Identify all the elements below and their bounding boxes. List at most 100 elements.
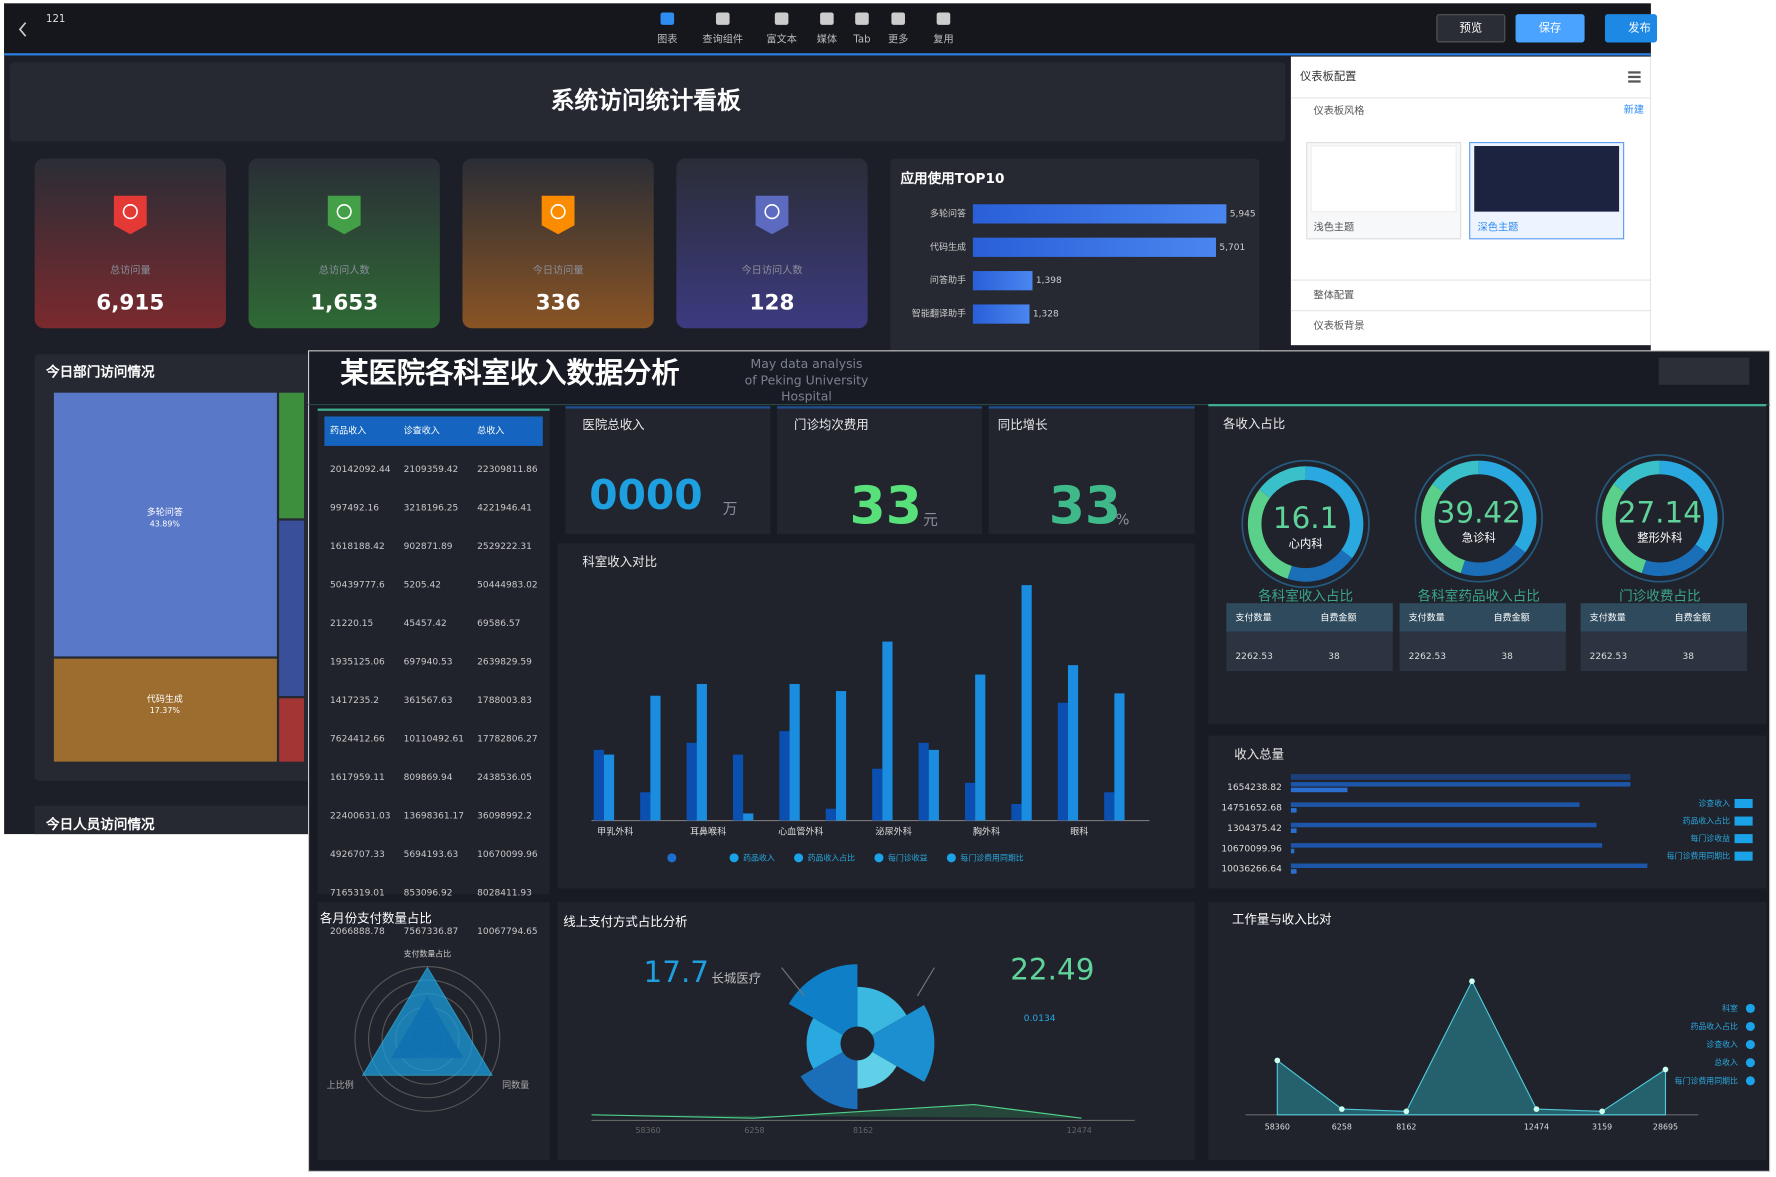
rose-petal xyxy=(857,986,907,1044)
donut-segment xyxy=(1421,460,1537,577)
table-cell: 5205.42 xyxy=(404,581,441,591)
radar-label: 支付数量占比 xyxy=(404,949,452,959)
kpi-value: 1,653 xyxy=(310,290,378,315)
table-header: 支付数量 xyxy=(1409,611,1445,623)
legend-label: 诊查收入 xyxy=(1698,798,1730,808)
menu-icon xyxy=(1628,75,1641,79)
category-label: 智能翻译助手 xyxy=(912,308,966,320)
table-cell: 1618188.42 xyxy=(330,542,385,552)
table-cell: 7165319.01 xyxy=(330,888,385,898)
donut-segment xyxy=(1602,460,1718,577)
table-cell: 2262.53 xyxy=(1235,652,1273,662)
bar xyxy=(732,754,744,821)
table-cell: 997492.16 xyxy=(330,504,379,514)
legend-swatch xyxy=(1734,851,1753,861)
radar-area xyxy=(391,995,464,1059)
panel-title: 线上支付方式占比分析 xyxy=(563,914,687,929)
table-cell: 1417235.2 xyxy=(330,696,379,706)
table-cell: 902871.89 xyxy=(404,542,453,552)
menu-icon xyxy=(1628,80,1641,83)
tool-label: 复用 xyxy=(933,33,953,46)
legend-label: 每门诊费用同期比 xyxy=(960,852,1023,862)
legend-dot xyxy=(1745,1040,1755,1050)
theme-preview xyxy=(1474,145,1620,212)
table-cell: 17782806.27 xyxy=(477,735,537,745)
menu-icon[interactable] xyxy=(1628,71,1641,74)
button-label: 发布 xyxy=(1628,20,1651,34)
rose-petal xyxy=(806,1017,858,1069)
donut-caption: 门诊收费占比 xyxy=(1619,588,1700,604)
kpi-value: 0000 xyxy=(589,471,702,519)
x-tick-label: 6258 xyxy=(1332,1123,1352,1132)
table-header: 自费金额 xyxy=(1320,611,1356,623)
panel-title: 科室收入对比 xyxy=(582,554,657,569)
table-cell: 38 xyxy=(1682,652,1694,662)
legend-label: 总收入 xyxy=(1714,1057,1738,1067)
bar xyxy=(779,731,790,821)
top10-panel xyxy=(890,158,1260,357)
tool-icon[interactable] xyxy=(936,12,951,25)
treemap-cell xyxy=(53,392,277,657)
legend-swatch xyxy=(1734,799,1753,809)
tool-icon[interactable] xyxy=(774,12,789,25)
legend-dot xyxy=(946,853,956,863)
bar xyxy=(603,754,615,821)
legend-dot xyxy=(1745,1076,1755,1086)
bar xyxy=(789,683,800,821)
donut-value: 16.1 xyxy=(1273,501,1338,535)
legend-label: 科室 xyxy=(1722,1003,1738,1013)
accent xyxy=(988,406,1195,409)
radar-axis: 同数量 xyxy=(502,1079,529,1091)
bar xyxy=(972,271,1033,291)
button-label: 预览 xyxy=(1460,20,1483,34)
button[interactable] xyxy=(1604,14,1658,43)
button[interactable] xyxy=(1436,14,1506,43)
pay-value: 22.49 xyxy=(1010,953,1094,987)
x-tick-label: 8162 xyxy=(853,1126,873,1135)
kpi-panel xyxy=(777,407,982,535)
kpi-unit: % xyxy=(1115,512,1129,529)
table-cell: 50439777.6 xyxy=(330,581,385,591)
area-point xyxy=(1662,1066,1669,1073)
kpi-panel xyxy=(988,407,1195,535)
x-tick-label: 3159 xyxy=(1592,1123,1612,1132)
back-icon[interactable] xyxy=(18,22,27,37)
tool-icon[interactable] xyxy=(820,12,834,25)
x-tick-label: 8162 xyxy=(1396,1123,1416,1132)
bar xyxy=(1290,802,1580,807)
accent xyxy=(317,408,550,411)
category-label: 1654238.82 xyxy=(1227,783,1282,793)
table-cell: 2438536.05 xyxy=(477,773,532,783)
table-cell: 809869.94 xyxy=(404,773,453,783)
button[interactable] xyxy=(1515,14,1585,43)
bar xyxy=(1057,702,1068,821)
subtitle: Hospital xyxy=(781,389,832,404)
table-cell: 38 xyxy=(1328,652,1340,662)
table-cell: 22400631.03 xyxy=(330,811,391,821)
bar xyxy=(1290,848,1295,854)
kpi-title: 医院总收入 xyxy=(582,417,644,432)
table-header: 自费金额 xyxy=(1493,611,1529,623)
category-label: 问答助手 xyxy=(930,274,966,286)
tool-icon[interactable] xyxy=(891,12,905,25)
tool-icon[interactable] xyxy=(715,12,730,25)
treemap-cell xyxy=(279,520,305,697)
tool-icon[interactable] xyxy=(660,12,675,25)
treemap-value: 43.89% xyxy=(150,519,181,528)
rose-center xyxy=(840,1026,875,1061)
table-header: 诊查收入 xyxy=(404,425,440,437)
kpi-card xyxy=(34,158,226,329)
kpi-label: 今日访问人数 xyxy=(741,263,802,276)
table-cell: 21220.15 xyxy=(330,619,373,629)
table-cell: 1788003.83 xyxy=(477,696,532,706)
category-label: 耳鼻喉科 xyxy=(690,825,726,837)
pay-line xyxy=(591,1104,1082,1119)
tool-icon[interactable] xyxy=(855,12,869,25)
link: 新建 xyxy=(1624,103,1644,116)
tool-label: 查询组件 xyxy=(702,33,743,46)
divider xyxy=(1290,97,1651,99)
bar xyxy=(872,768,883,821)
kpi-card xyxy=(676,158,868,329)
